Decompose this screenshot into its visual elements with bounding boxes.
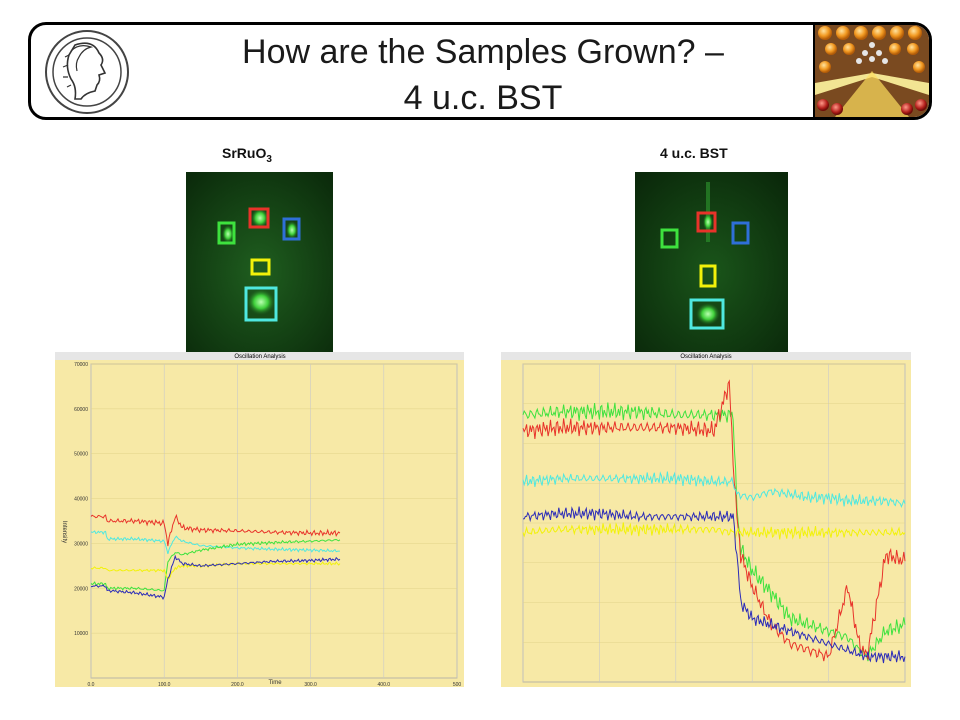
y-tick-label: 50000 [74,452,88,458]
series-line-cyan [522,471,906,508]
roi-box-green [660,228,679,249]
x-tick-label: 300.0 [304,682,317,687]
roi-box-blue [282,217,301,241]
y-tick-label: 30000 [74,541,88,547]
title-banner: How are the Samples Grown? – 4 u.c. BST [28,22,932,120]
roi-box-yellow [250,258,271,276]
left-label-subscript: 3 [266,153,272,165]
series-line-cyan [90,530,340,555]
y-axis-label: Intensity [61,521,67,543]
atomic-lattice-illustration [813,25,929,117]
oscillation-chart-bst: Oscillation Analysis [501,352,911,687]
rheed-pattern-bst [635,172,788,353]
y-tick-label: 70000 [74,362,88,368]
oscillation-chart-srruo3: Oscillation Analysis Intensity Time 0.0 1… [55,352,464,687]
roi-box-yellow [699,264,717,288]
chart-title: Oscillation Analysis [234,354,285,360]
series-line-blue [522,506,906,664]
x-tick-label: 200.0 [231,682,244,687]
left-panel-label: SrRuO3 [222,145,272,165]
series-line-yellow [522,522,906,540]
series-line-red [90,513,341,547]
title-line-1: How are the Samples Grown? – [242,33,724,71]
series-line-green [522,402,906,662]
series-line-red [522,379,906,662]
y-tick-label: 10000 [74,631,88,637]
roi-box-blue [731,221,750,245]
series-line-blue [91,554,341,600]
rheed-pattern-srruo3 [186,172,333,353]
y-tick-label: 60000 [74,407,88,413]
roi-box-green [217,221,236,245]
x-tick-label: 400.0 [378,682,391,687]
y-tick-label: 40000 [74,497,88,503]
x-tick-label: 100.0 [158,682,171,687]
roi-box-red [696,211,717,233]
right-panel-label: 4 u.c. BST [660,145,728,161]
roi-box-red [248,207,270,229]
minerva-logo [45,30,129,114]
left-label-text: SrRuO [222,145,267,161]
title-line-2: 4 u.c. BST [403,79,563,117]
roi-box-cyan [689,298,725,330]
x-tick-label: 500 [453,682,462,687]
roi-box-cyan [244,286,278,322]
series-line-green [90,538,341,592]
y-tick-label: 20000 [74,586,88,592]
chart-title: Oscillation Analysis [680,354,731,360]
x-tick-label: 0.0 [88,682,95,687]
x-axis-label: Time [268,680,282,686]
